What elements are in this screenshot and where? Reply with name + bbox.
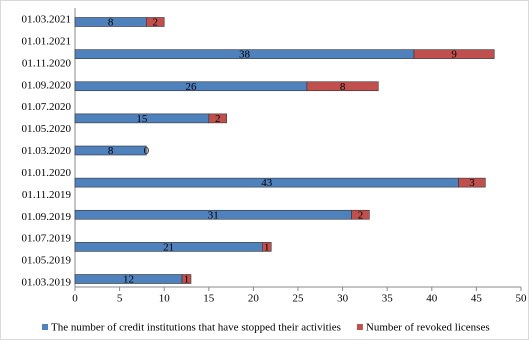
bar-segment bbox=[458, 177, 486, 188]
bar-segment bbox=[74, 145, 147, 156]
data-label: 1 bbox=[184, 274, 190, 286]
data-label: 3 bbox=[469, 177, 475, 189]
data-label: 0 bbox=[144, 145, 150, 157]
x-tick-label: 15 bbox=[203, 293, 215, 305]
x-tick-label: 30 bbox=[337, 293, 349, 305]
legend-label: The number of credit institutions that h… bbox=[51, 322, 341, 334]
data-label: 1 bbox=[264, 241, 270, 253]
x-tick-label: 40 bbox=[426, 293, 438, 305]
y-tick-label: 01.03.2020 bbox=[22, 145, 72, 157]
data-label: 26 bbox=[185, 81, 197, 93]
x-tick-label: 45 bbox=[471, 293, 483, 305]
data-label: 8 bbox=[108, 145, 114, 157]
data-label: 21 bbox=[163, 241, 174, 253]
y-tick-label: 01.05.2019 bbox=[22, 255, 72, 267]
y-tick-label: 01.03.2021 bbox=[22, 14, 72, 26]
x-tick-label: 20 bbox=[248, 293, 260, 305]
y-tick-label: 01.11.2019 bbox=[22, 189, 72, 201]
y-tick-label: 01.07.2019 bbox=[22, 233, 72, 245]
bar-segment bbox=[146, 17, 165, 27]
legend-swatch bbox=[42, 324, 48, 330]
y-tick-label: 01.09.2019 bbox=[22, 211, 72, 223]
data-label: 38 bbox=[239, 49, 251, 61]
data-label: 2 bbox=[153, 17, 159, 29]
x-tick-label: 25 bbox=[293, 293, 305, 305]
data-label: 12 bbox=[123, 274, 134, 286]
bar-segment bbox=[306, 81, 379, 92]
y-tick-label: 01.07.2020 bbox=[22, 101, 72, 113]
data-label: 43 bbox=[261, 177, 273, 189]
data-label: 9 bbox=[451, 49, 457, 61]
y-tick-label: 01.01.2020 bbox=[22, 167, 72, 179]
x-tick-label: 10 bbox=[159, 293, 171, 305]
bar-segment bbox=[351, 209, 370, 220]
bar-segment bbox=[413, 49, 495, 59]
bar-segment bbox=[208, 113, 227, 124]
bar-segment bbox=[262, 242, 272, 252]
y-tick-label: 01.05.2020 bbox=[22, 123, 72, 135]
x-tick-label: 0 bbox=[72, 293, 78, 305]
data-label: 2 bbox=[358, 209, 364, 221]
legend-swatch bbox=[356, 324, 363, 330]
data-label: 2 bbox=[215, 113, 221, 125]
data-label: 31 bbox=[208, 209, 219, 221]
x-tick-label: 35 bbox=[382, 293, 394, 305]
bar-segment bbox=[181, 274, 192, 284]
legend-label: Number of revoked licenses bbox=[366, 322, 490, 334]
y-tick-label: 01.11.2020 bbox=[22, 57, 72, 69]
data-label: 8 bbox=[108, 17, 114, 29]
data-label: 8 bbox=[340, 81, 346, 93]
data-label: 15 bbox=[136, 113, 148, 125]
x-tick-label: 5 bbox=[117, 293, 123, 305]
x-tick-label: 50 bbox=[516, 293, 528, 305]
y-tick-label: 01.03.2019 bbox=[22, 277, 72, 289]
y-tick-label: 01.01.2021 bbox=[22, 35, 72, 47]
y-tick-label: 01.09.2020 bbox=[22, 79, 72, 91]
